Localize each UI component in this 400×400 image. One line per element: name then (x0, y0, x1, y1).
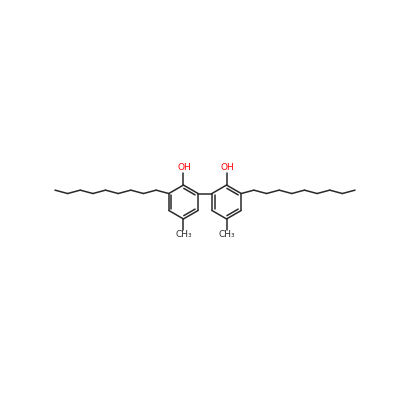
Text: CH₃: CH₃ (218, 230, 235, 240)
Text: CH₃: CH₃ (175, 230, 192, 240)
Text: OH: OH (220, 163, 234, 172)
Text: OH: OH (177, 163, 191, 172)
